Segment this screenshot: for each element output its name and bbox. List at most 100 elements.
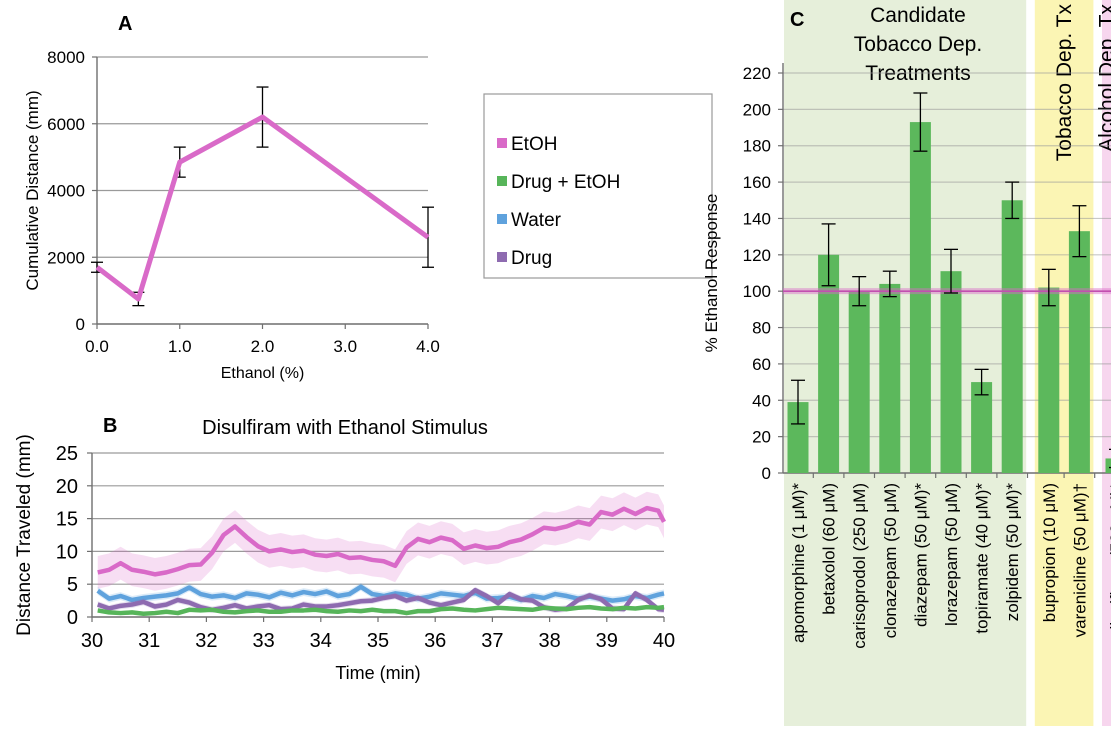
panel-b-letter: B bbox=[103, 415, 117, 437]
panel-c-y-tick-label: 100 bbox=[743, 282, 771, 301]
panel-c-y-tick-label: 140 bbox=[743, 209, 771, 228]
panel-b-y-tick-label: 20 bbox=[56, 476, 78, 498]
panel-c-y-tick-label: 160 bbox=[743, 173, 771, 192]
panel-c-error-bar bbox=[852, 275, 867, 307]
panel-a-x-tick-label: 2.0 bbox=[251, 337, 275, 356]
panel-c-bar bbox=[1038, 287, 1060, 473]
legend-entry: Drug + EtOH bbox=[497, 172, 620, 193]
panel-c-group-background bbox=[1102, 0, 1111, 726]
legend-entry: Drug bbox=[497, 248, 552, 269]
legend-entries: EtOH Drug + EtOH Water Drug bbox=[497, 134, 620, 269]
panel-a-x-tick-label: 0.0 bbox=[85, 337, 109, 356]
legend-label: EtOH bbox=[511, 134, 557, 155]
panel-c-category-label: clonazepam (50 μM) bbox=[881, 483, 900, 638]
panel-c-y-axis-label: % Ethanol Response bbox=[702, 194, 721, 353]
panel-b-series-etoh bbox=[97, 491, 667, 591]
panel-c-error-bar bbox=[821, 223, 836, 287]
legend-label: Drug + EtOH bbox=[511, 172, 620, 193]
panel-a-y-tick-label: 4000 bbox=[47, 182, 85, 201]
panel-b-y-tick-label: 0 bbox=[67, 607, 78, 629]
panel-c-category-label: carisoprodol (250 μM) bbox=[850, 483, 869, 649]
legend-swatch bbox=[497, 214, 507, 224]
panel-a-y-tick-label: 2000 bbox=[47, 248, 85, 267]
legend-swatch bbox=[497, 252, 507, 262]
panel-b-series-drug-etoh bbox=[97, 604, 665, 616]
panel-c-error-bars bbox=[791, 92, 1111, 469]
panel-c-error-bar bbox=[944, 248, 958, 294]
legend-entry: EtOH bbox=[497, 134, 557, 155]
panel-c-letter: C bbox=[790, 9, 804, 31]
panel-c-y-tick-label: 20 bbox=[752, 428, 771, 447]
legend-swatch bbox=[497, 138, 507, 148]
panel-b-series-drug bbox=[96, 586, 665, 614]
legend-box bbox=[483, 93, 713, 279]
panel-c-error-bar bbox=[882, 270, 897, 298]
panel-b-x-axis-label: Time (min) bbox=[335, 663, 420, 683]
panel-c-bars bbox=[787, 122, 1111, 474]
panel-b-line bbox=[97, 505, 667, 577]
panel-c-y-tick-label: 80 bbox=[752, 319, 771, 338]
panel-a-y-tick-labels: 0 2000 4000 6000 8000 bbox=[47, 48, 97, 334]
panel-a-x-tick-labels: 0.0 1.0 2.0 3.0 4.0 bbox=[85, 324, 440, 356]
panel-a-y-tick-label: 8000 bbox=[47, 48, 85, 67]
panel-c-category-label: zolpidem (50 μM)* bbox=[1003, 483, 1022, 622]
panel-a-y-tick-label: 6000 bbox=[47, 115, 85, 134]
panel-c-bar bbox=[971, 382, 993, 473]
panel-c-y-tick-label: 180 bbox=[743, 137, 771, 156]
panel-c-y-tick-label: 60 bbox=[752, 355, 771, 374]
panel-c-error-bar bbox=[974, 368, 989, 396]
panel-c-category-label: lorazepam (50 μM) bbox=[942, 483, 961, 626]
panel-b-x-tick-label: 35 bbox=[367, 630, 389, 652]
panel-c-y-tick-label: 200 bbox=[743, 100, 771, 119]
panel-b-x-tick-label: 38 bbox=[538, 630, 560, 652]
panel-b-y-tick-labels: 0 5 10 15 20 25 bbox=[56, 443, 92, 629]
panel-c-bar bbox=[879, 283, 901, 473]
panel-c-y-tick-label: 0 bbox=[762, 464, 771, 483]
panel-c-category-label: apomorphine (1 μM)* bbox=[789, 483, 808, 643]
panel-b-series bbox=[96, 491, 667, 616]
panel-a-y-tick-label: 0 bbox=[76, 315, 85, 334]
panel-b-gridlines bbox=[92, 452, 664, 585]
panel-b-x-tick-label: 37 bbox=[481, 630, 503, 652]
panel-b-y-tick-label: 10 bbox=[56, 541, 78, 563]
panel-c-bar bbox=[940, 271, 962, 473]
panel-c-category-label: bupropion (10 μM) bbox=[1040, 483, 1059, 622]
panel-b-x-tick-label: 32 bbox=[195, 630, 217, 652]
panel-b-y-tick-label: 25 bbox=[56, 443, 78, 465]
legend-label: Drug bbox=[511, 248, 552, 269]
panel-c-group-label: Tobacco Dep. bbox=[854, 33, 982, 56]
panel-b-y-tick-label: 15 bbox=[56, 509, 78, 531]
panel-c-error-bar bbox=[1041, 268, 1056, 307]
panel-a-x-axis-label: Ethanol (%) bbox=[221, 365, 305, 382]
panel-c-category-label: topiramate (40 μM)* bbox=[973, 483, 992, 634]
panel-a-x-tick-label: 3.0 bbox=[333, 337, 357, 356]
panel-b-x-tick-label: 33 bbox=[252, 630, 274, 652]
panel-b-x-tick-label: 31 bbox=[138, 630, 160, 652]
panel-c-y-tick-label: 220 bbox=[743, 64, 771, 83]
panel-c-y-tick-labels: 0 20 40 60 80 100 120 140 160 180 200 220 bbox=[743, 64, 783, 483]
panel-c-error-bar bbox=[791, 379, 805, 425]
panel-a-x-tick-label: 4.0 bbox=[416, 337, 440, 356]
legend-entry: Water bbox=[497, 210, 562, 231]
panel-c-group-label: Candidate bbox=[870, 4, 966, 27]
panel-c-bar bbox=[787, 402, 809, 473]
panel-a-y-axis-label: Cumulative Distance (mm) bbox=[23, 90, 42, 290]
panel-c-bar bbox=[848, 291, 870, 473]
panel-c-bar bbox=[1068, 231, 1090, 473]
panel-b-y-axis-label: Distance Traveled (mm) bbox=[14, 434, 35, 636]
panel-c-bar bbox=[909, 122, 931, 473]
panel-a-letter: A bbox=[118, 13, 132, 35]
panel-c-bar bbox=[1001, 200, 1023, 474]
panel-b-y-tick-label: 5 bbox=[67, 574, 78, 596]
panel-a-line-etoh bbox=[95, 114, 430, 302]
panel-b-line bbox=[96, 587, 665, 613]
panel-c-category-label: diazepam (50 μM)* bbox=[911, 483, 930, 627]
panel-c-bar bbox=[818, 254, 840, 473]
panel-c-y-tick-label: 40 bbox=[752, 391, 771, 410]
panel-b-x-tick-label: 40 bbox=[653, 630, 675, 652]
panel-c-error-bar bbox=[1005, 181, 1020, 220]
panel-c-category-label: varenicline (50 μM)† bbox=[1070, 483, 1089, 637]
panel-b-x-tick-label: 34 bbox=[310, 630, 332, 652]
legend: EtOH Drug + EtOH Water Drug bbox=[483, 93, 713, 279]
